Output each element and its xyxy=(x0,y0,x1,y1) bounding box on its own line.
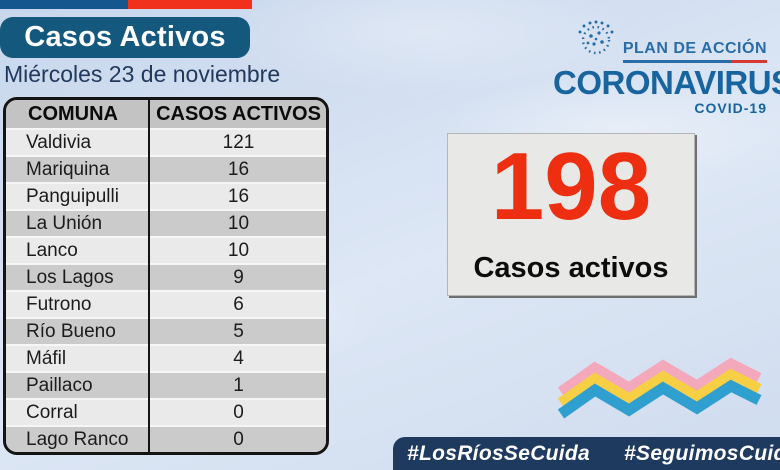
government-color-bar xyxy=(0,0,252,9)
table-row: Los Lagos 9 xyxy=(6,265,326,290)
casos-cell: 16 xyxy=(227,158,250,180)
table-row: Lago Ranco 0 xyxy=(6,427,326,452)
coronavirus-wordmark: CORONAVIRUS xyxy=(553,64,780,101)
casos-cell: 5 xyxy=(233,320,244,342)
page-title: Casos Activos xyxy=(24,21,226,53)
comuna-cell: La Unión xyxy=(26,212,103,234)
virus-icon xyxy=(570,18,618,63)
table-row: Mariquina 16 xyxy=(6,157,326,182)
plan-de-accion-coronavirus-logo: PLAN DE ACCIÓN CORONAVIRUS COVID-19 xyxy=(553,18,780,116)
gov-bar-blue-segment xyxy=(0,0,128,9)
table-row: Paillaco 1 xyxy=(6,373,326,398)
gov-bar-red-segment xyxy=(128,0,252,9)
comuna-cell: Corral xyxy=(26,401,78,423)
comuna-cell: Río Bueno xyxy=(26,320,116,342)
total-cases-card: 198 Casos activos xyxy=(447,133,695,296)
casos-cell: 9 xyxy=(233,266,244,288)
table-row: Máfil 4 xyxy=(6,346,326,371)
casos-cell: 121 xyxy=(222,131,255,153)
casos-cell: 0 xyxy=(233,428,244,450)
casos-cell: 4 xyxy=(233,347,244,369)
comuna-cell: Panguipulli xyxy=(26,185,119,207)
table-row: Valdivia 121 xyxy=(6,130,326,155)
total-cases-value: 198 xyxy=(490,133,652,240)
casos-cell: 10 xyxy=(227,212,250,234)
table-row: Río Bueno 5 xyxy=(6,319,326,344)
column-header-comuna: COMUNA xyxy=(28,102,118,125)
casos-cell: 1 xyxy=(233,374,244,396)
zigzag-decoration xyxy=(555,356,765,425)
hashtag-seguimos: #SeguimosCuidándonos xyxy=(624,441,780,465)
hashtag-bar: #LosRíosSeCuida #SeguimosCuidándonos xyxy=(393,437,780,470)
comuna-cell: Valdivia xyxy=(26,131,92,153)
table-row: Futrono 6 xyxy=(6,292,326,317)
comuna-cell: Lago Ranco xyxy=(26,428,129,450)
table-row: La Unión 10 xyxy=(6,211,326,236)
cases-table: COMUNA CASOS ACTIVOS Valdivia 121 Mariqu… xyxy=(3,97,329,455)
total-cases-label: Casos activos xyxy=(473,252,669,284)
column-header-casos: CASOS ACTIVOS xyxy=(156,102,321,125)
page-title-banner: Casos Activos xyxy=(0,17,250,58)
comuna-cell: Futrono xyxy=(26,293,92,315)
table-row: Panguipulli 16 xyxy=(6,184,326,209)
comuna-cell: Máfil xyxy=(26,347,67,369)
casos-cell: 0 xyxy=(233,401,244,423)
report-date: Miércoles 23 de noviembre xyxy=(4,61,281,87)
casos-cell: 6 xyxy=(233,293,244,315)
casos-cell: 16 xyxy=(227,185,250,207)
plan-de-accion-label: PLAN DE ACCIÓN xyxy=(622,40,767,57)
plan-underline xyxy=(622,60,767,63)
hashtag-los-rios: #LosRíosSeCuida xyxy=(407,441,591,465)
table-header-row: COMUNA CASOS ACTIVOS xyxy=(6,100,326,128)
table-column-divider xyxy=(148,97,150,455)
comuna-cell: Mariquina xyxy=(26,158,110,180)
table-row: Lanco 10 xyxy=(6,238,326,263)
casos-cell: 10 xyxy=(227,239,250,261)
comuna-cell: Paillaco xyxy=(26,374,93,396)
table-row: Corral 0 xyxy=(6,400,326,425)
covid19-label: COVID-19 xyxy=(694,100,767,116)
comuna-cell: Los Lagos xyxy=(26,266,114,288)
comuna-cell: Lanco xyxy=(26,239,78,261)
